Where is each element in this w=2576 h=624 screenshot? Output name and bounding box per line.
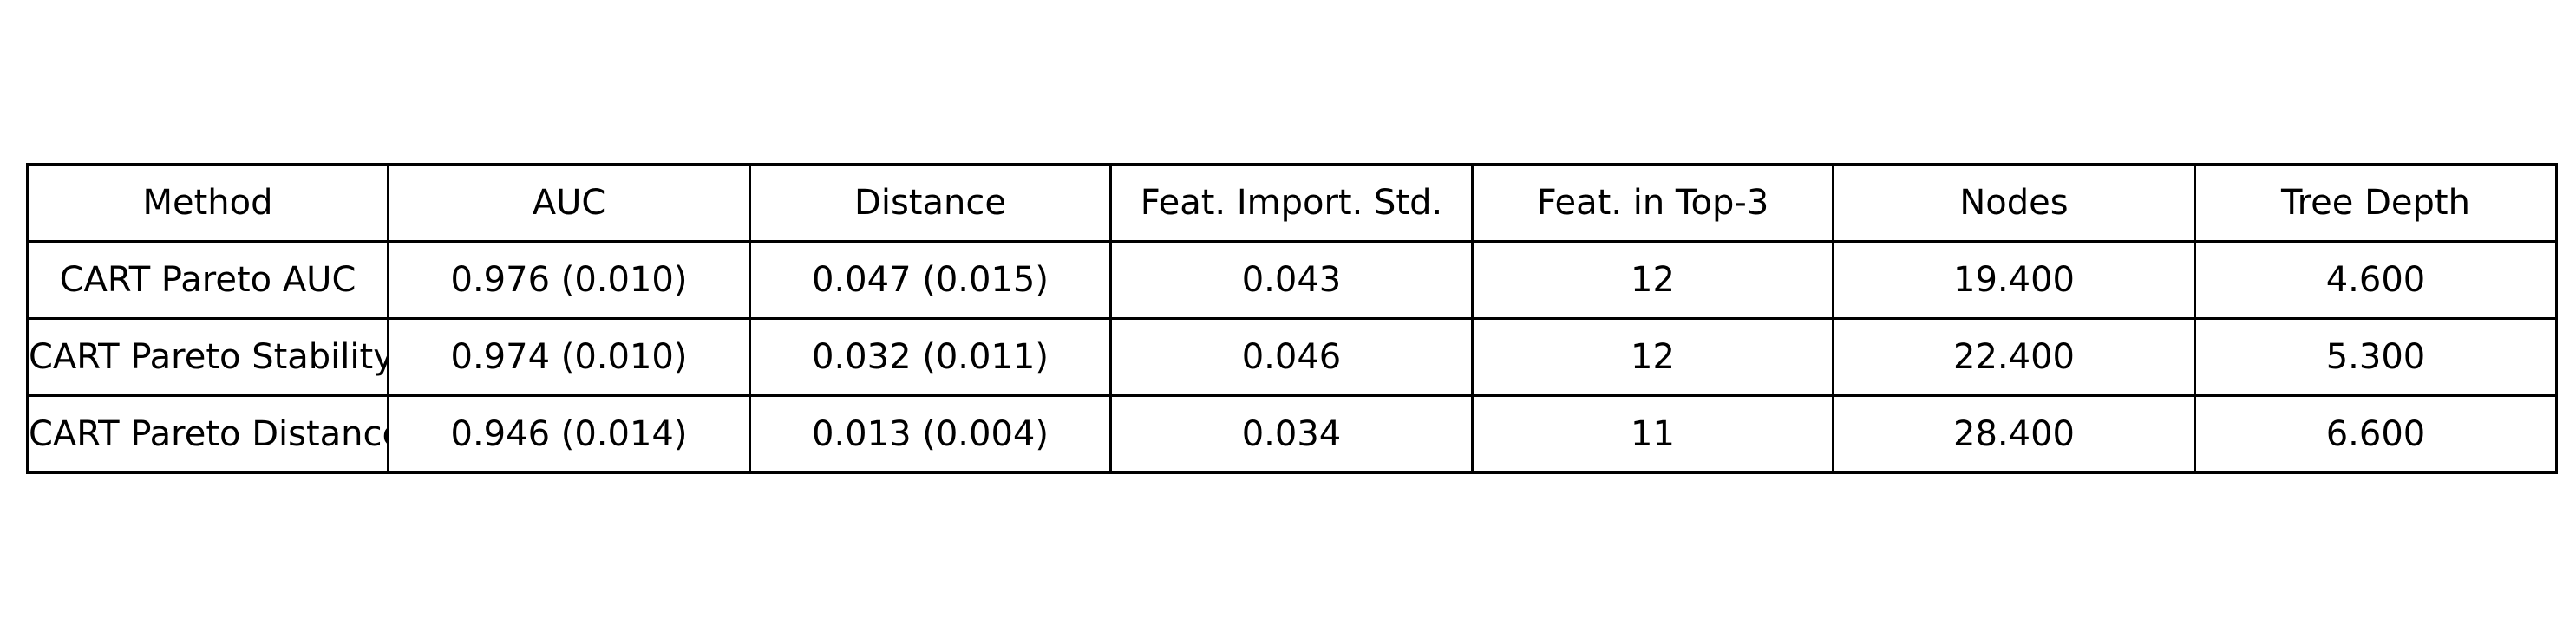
table-cell-feat-import-std: 0.043 xyxy=(1109,240,1474,320)
table-cell-method: CART Pareto Stability xyxy=(26,317,389,397)
table-row: CART Pareto Distance 0.946 (0.014) 0.013… xyxy=(26,394,2558,474)
table-header-row: Method AUC Distance Feat. Import. Std. F… xyxy=(26,163,2558,243)
table-cell-method: CART Pareto Distance xyxy=(26,394,389,474)
table-row: CART Pareto Stability 0.974 (0.010) 0.03… xyxy=(26,317,2558,397)
table-cell-nodes: 28.400 xyxy=(1832,394,2196,474)
column-header-feat-in-top-3: Feat. in Top-3 xyxy=(1471,163,1834,243)
column-header-distance: Distance xyxy=(749,163,1112,243)
column-header-auc: AUC xyxy=(387,163,751,243)
column-header-method: Method xyxy=(26,163,389,243)
table-cell-auc: 0.974 (0.010) xyxy=(387,317,751,397)
column-header-feat-import-std: Feat. Import. Std. xyxy=(1109,163,1474,243)
table-cell-tree-depth: 5.300 xyxy=(2194,317,2558,397)
column-header-nodes: Nodes xyxy=(1832,163,2196,243)
column-header-tree-depth: Tree Depth xyxy=(2194,163,2558,243)
table-cell-distance: 0.013 (0.004) xyxy=(749,394,1112,474)
results-table-container: Method AUC Distance Feat. Import. Std. F… xyxy=(26,163,2558,474)
table-cell-auc: 0.976 (0.010) xyxy=(387,240,751,320)
table-cell-feat-in-top-3: 12 xyxy=(1471,240,1834,320)
table-cell-feat-import-std: 0.034 xyxy=(1109,394,1474,474)
table-cell-tree-depth: 4.600 xyxy=(2194,240,2558,320)
results-table: Method AUC Distance Feat. Import. Std. F… xyxy=(26,163,2558,474)
table-cell-feat-in-top-3: 12 xyxy=(1471,317,1834,397)
table-cell-nodes: 22.400 xyxy=(1832,317,2196,397)
table-cell-method: CART Pareto AUC xyxy=(26,240,389,320)
table-cell-nodes: 19.400 xyxy=(1832,240,2196,320)
table-cell-feat-import-std: 0.046 xyxy=(1109,317,1474,397)
table-cell-feat-in-top-3: 11 xyxy=(1471,394,1834,474)
table-cell-tree-depth: 6.600 xyxy=(2194,394,2558,474)
table-row: CART Pareto AUC 0.976 (0.010) 0.047 (0.0… xyxy=(26,240,2558,320)
table-cell-distance: 0.047 (0.015) xyxy=(749,240,1112,320)
table-cell-auc: 0.946 (0.014) xyxy=(387,394,751,474)
table-cell-distance: 0.032 (0.011) xyxy=(749,317,1112,397)
